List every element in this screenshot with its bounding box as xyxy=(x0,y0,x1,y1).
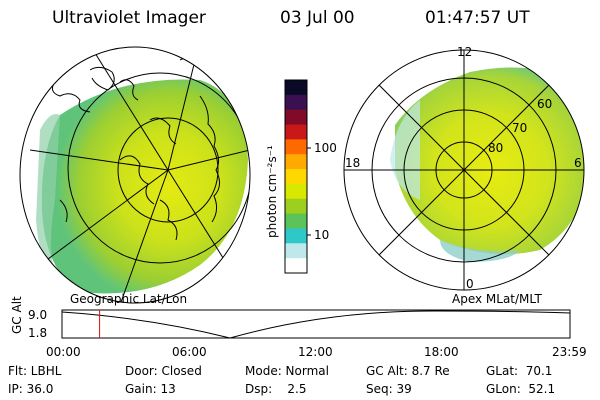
colorbar-tick-100: 100 xyxy=(314,141,337,155)
colorbar-swatch xyxy=(285,198,307,215)
geographic-caption: Geographic Lat/Lon xyxy=(70,292,188,306)
colorbar-swatch xyxy=(285,169,307,185)
colorbar-label: photon cm⁻²s⁻¹ xyxy=(265,145,279,238)
lat-label-70: 70 xyxy=(512,121,528,135)
colorbar-swatch xyxy=(285,139,307,155)
colorbar-swatch xyxy=(285,94,307,111)
status-gc-alt: GC Alt: 8.7 Re xyxy=(366,364,450,378)
x-tick-1200: 12:00 xyxy=(298,345,333,359)
altitude-max-label: 9.0 xyxy=(28,308,48,322)
colorbar-swatch xyxy=(285,213,307,229)
status-filter: Flt: LBHL xyxy=(8,364,62,378)
altitude-plot xyxy=(61,309,571,339)
altitude-axis-title: GC Alt xyxy=(10,296,24,334)
geographic-map xyxy=(19,46,251,304)
altitude-plot-frame xyxy=(61,309,571,339)
x-tick-0600: 06:00 xyxy=(172,345,207,359)
x-tick-1800: 18:00 xyxy=(424,345,459,359)
altitude-curve xyxy=(61,310,571,339)
status-dsp: Dsp: 2.5 xyxy=(245,382,307,396)
colorbar xyxy=(284,79,311,274)
mlt-label-6: 6 xyxy=(574,156,582,170)
colorbar-swatch xyxy=(285,80,307,96)
colorbar-swatch xyxy=(285,183,307,200)
colorbar-swatch xyxy=(285,109,307,126)
x-tick-2359: 23:59 xyxy=(552,345,587,359)
mlt-label-12: 12 xyxy=(457,45,473,59)
lat-label-80: 80 xyxy=(488,141,504,155)
mlt-label-0: 0 xyxy=(466,277,474,291)
colorbar-swatch xyxy=(285,243,307,259)
polar-grid xyxy=(343,49,585,291)
status-mode: Mode: Normal xyxy=(245,364,329,378)
colorbar-swatch xyxy=(285,154,307,170)
x-tick-0000: 00:00 xyxy=(46,345,81,359)
colorbar-swatch xyxy=(285,124,307,140)
time-label: 01:47:57 UT xyxy=(425,8,530,28)
colorbar-swatch xyxy=(285,258,307,274)
status-gain: Gain: 13 xyxy=(125,382,176,396)
instrument-title: Ultraviolet Imager xyxy=(52,8,206,28)
status-door: Door: Closed xyxy=(125,364,202,378)
date-label: 03 Jul 00 xyxy=(280,8,355,28)
status-ip: IP: 36.0 xyxy=(8,382,54,396)
mlt-label-18: 18 xyxy=(345,156,361,170)
colorbar-tick-10: 10 xyxy=(314,228,330,242)
lat-label-60: 60 xyxy=(537,97,553,111)
status-glon: GLon: 52.1 xyxy=(486,382,556,396)
apex-caption: Apex MLat/MLT xyxy=(452,292,542,306)
altitude-min-label: 1.8 xyxy=(28,326,48,340)
apex-polar-map xyxy=(343,49,585,291)
colorbar-swatch xyxy=(285,228,307,244)
left-aurora-image xyxy=(41,79,249,294)
status-glat: GLat: 70.1 xyxy=(486,364,553,378)
status-seq: Seq: 39 xyxy=(366,382,412,396)
